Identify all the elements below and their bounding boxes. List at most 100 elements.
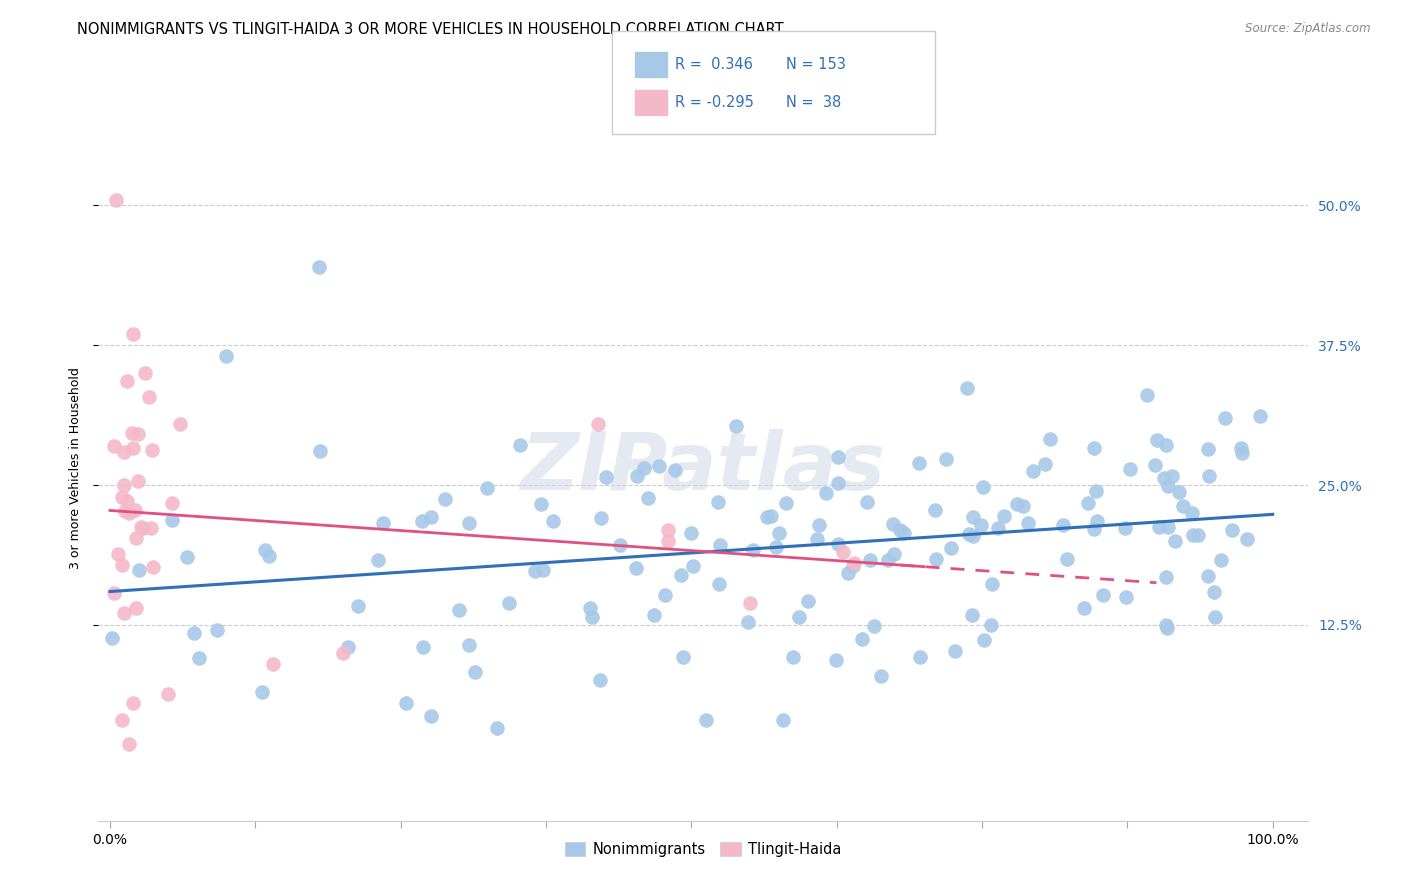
Point [1197, 442, 1219, 457]
Point [908, 456, 931, 470]
Point [412, 640, 434, 654]
Point [1213, 410, 1236, 425]
Point [876, 552, 898, 566]
Point [979, 618, 1001, 632]
Point [112, 606, 135, 620]
Point [1017, 516, 1039, 531]
Point [682, 558, 704, 573]
Point [782, 649, 804, 664]
Point [253, 543, 276, 558]
Point [1052, 517, 1074, 532]
Point [1157, 520, 1180, 534]
Point [509, 438, 531, 452]
Point [589, 673, 612, 687]
Point [117, 374, 139, 388]
Point [707, 577, 730, 591]
Point [588, 417, 610, 431]
Point [1197, 568, 1219, 582]
Point [129, 519, 152, 533]
Point [134, 366, 156, 380]
Point [1085, 483, 1108, 498]
Point [657, 534, 679, 549]
Point [624, 561, 647, 575]
Point [908, 649, 931, 664]
Point [1230, 442, 1253, 456]
Point [117, 506, 139, 520]
Point [855, 495, 877, 509]
Point [893, 525, 915, 540]
Point [883, 547, 905, 561]
Point [103, 440, 125, 454]
Point [973, 632, 995, 647]
Point [1147, 520, 1170, 534]
Point [943, 644, 966, 658]
Point [104, 193, 127, 207]
Point [972, 480, 994, 494]
Point [111, 713, 134, 727]
Point [581, 610, 603, 624]
Point [695, 713, 717, 727]
Point [595, 470, 617, 484]
Point [1236, 533, 1258, 547]
Text: Source: ZipAtlas.com: Source: ZipAtlas.com [1246, 22, 1371, 36]
Point [960, 607, 983, 622]
Point [591, 510, 613, 524]
Point [672, 650, 695, 665]
Point [103, 586, 125, 600]
Point [1209, 553, 1232, 567]
Point [756, 510, 779, 524]
Point [725, 419, 748, 434]
Y-axis label: 3 or more Vehicles in Household: 3 or more Vehicles in Household [69, 368, 82, 569]
Point [486, 721, 509, 735]
Point [1033, 457, 1056, 471]
Point [367, 552, 389, 566]
Point [420, 509, 443, 524]
Point [657, 523, 679, 537]
Point [707, 495, 730, 509]
Point [806, 533, 828, 547]
Point [142, 560, 165, 574]
Point [837, 566, 859, 581]
Point [252, 685, 274, 699]
Point [176, 550, 198, 565]
Point [643, 608, 665, 623]
Point [157, 687, 180, 701]
Point [831, 545, 853, 559]
Point [825, 653, 848, 667]
Point [633, 461, 655, 475]
Point [1156, 618, 1178, 632]
Point [969, 518, 991, 533]
Point [1056, 552, 1078, 566]
Point [775, 496, 797, 510]
Point [112, 478, 135, 492]
Point [308, 260, 330, 274]
Point [1115, 590, 1137, 604]
Point [765, 540, 787, 554]
Point [827, 537, 849, 551]
Point [941, 541, 963, 556]
Point [648, 458, 671, 473]
Point [759, 508, 782, 523]
Point [742, 543, 765, 558]
Point [1091, 588, 1114, 602]
Point [169, 417, 191, 431]
Point [308, 444, 330, 458]
Point [257, 549, 280, 564]
Point [870, 669, 893, 683]
Point [160, 513, 183, 527]
Point [787, 610, 810, 624]
Point [187, 650, 209, 665]
Point [332, 646, 354, 660]
Point [957, 527, 980, 541]
Point [1136, 388, 1159, 402]
Point [464, 665, 486, 679]
Point [1156, 569, 1178, 583]
Point [882, 517, 904, 532]
Point [125, 601, 148, 615]
Point [347, 599, 370, 613]
Point [1083, 441, 1105, 455]
Point [579, 601, 602, 615]
Point [815, 486, 838, 500]
Point [449, 603, 471, 617]
Point [498, 596, 520, 610]
